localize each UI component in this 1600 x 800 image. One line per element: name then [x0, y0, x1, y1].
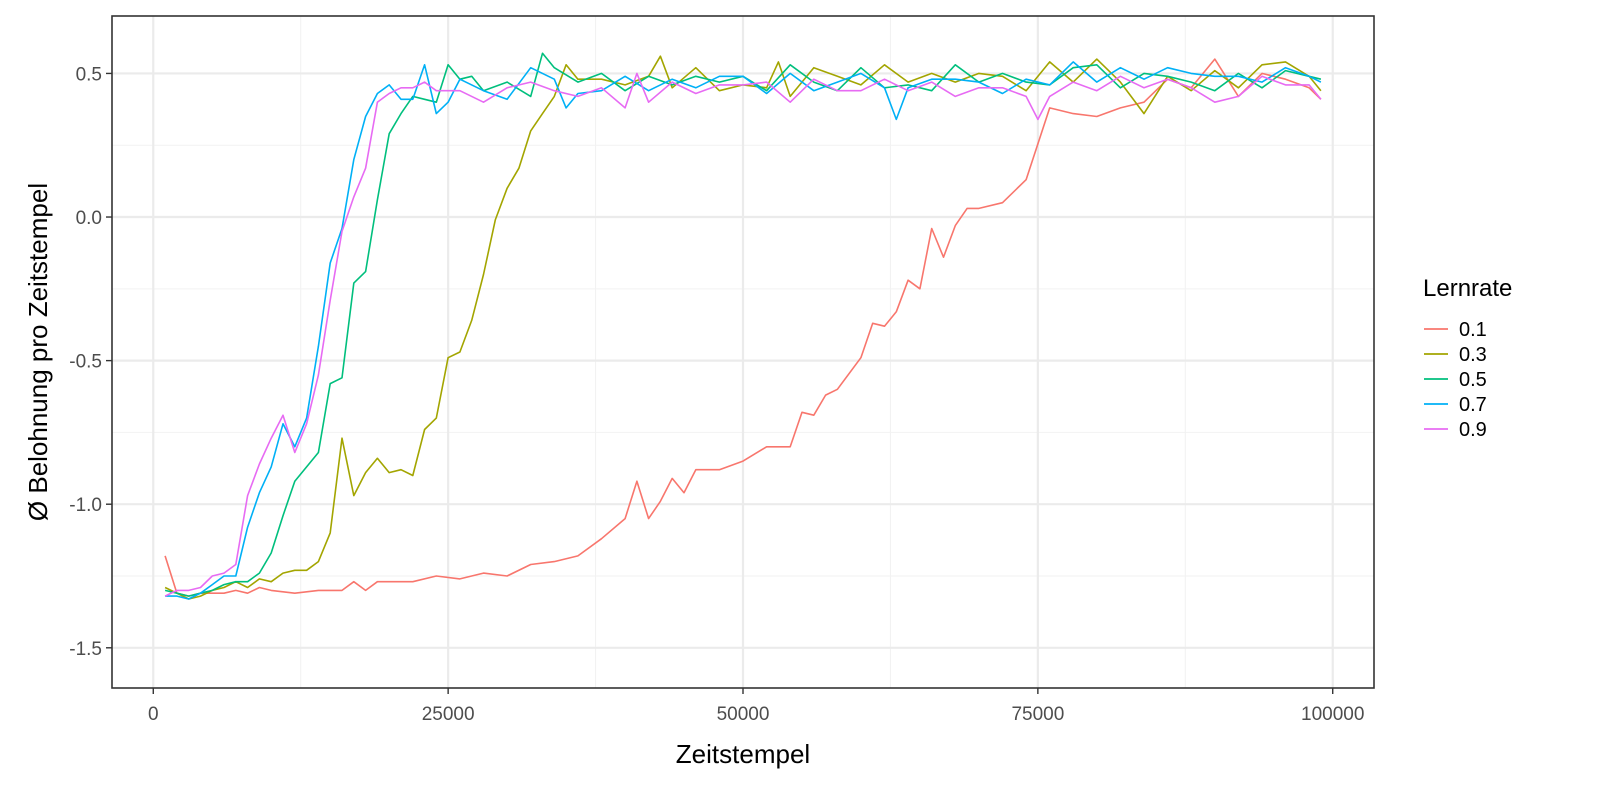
x-tick-label: 50000 [717, 704, 770, 725]
legend-label: 0.9 [1459, 419, 1487, 441]
legend-label: 0.5 [1459, 369, 1487, 391]
legend-label: 0.1 [1459, 319, 1487, 341]
x-tick-label: 0 [148, 704, 159, 725]
y-tick-label: 0.0 [76, 208, 102, 229]
y-tick-label: -1.5 [69, 639, 102, 660]
legend-label: 0.7 [1459, 394, 1487, 416]
series-lines [164, 52, 1322, 600]
series-line-0-1 [164, 58, 1322, 597]
legend-label: 0.3 [1459, 344, 1487, 366]
x-tick-label: 100000 [1301, 704, 1364, 725]
x-axis-title: Zeitstempel [676, 739, 810, 769]
y-tick-label: -1.0 [69, 495, 102, 516]
y-tick-label: -0.5 [69, 352, 102, 373]
x-tick-label: 75000 [1011, 704, 1064, 725]
x-tick-label: 25000 [422, 704, 475, 725]
series-line-0-9 [164, 72, 1322, 597]
x-axis-ticks: 0 25000 50000 75000 100000 [148, 688, 1364, 725]
series-line-0-5 [164, 52, 1322, 597]
y-tick-label: 0.5 [76, 64, 102, 85]
major-gridlines [112, 16, 1374, 688]
legend: Lernrate 0.1 0.3 0.5 0.7 0.9 [1423, 275, 1512, 441]
y-axis-title: Ø Belohnung pro Zeitstempel [23, 183, 53, 521]
y-axis-ticks: -1.5 -1.0 -0.5 0.0 0.5 [69, 64, 112, 660]
series-line-0-3 [164, 55, 1322, 600]
legend-title: Lernrate [1423, 275, 1512, 302]
legend-items: 0.1 0.3 0.5 0.7 0.9 [1424, 319, 1487, 441]
